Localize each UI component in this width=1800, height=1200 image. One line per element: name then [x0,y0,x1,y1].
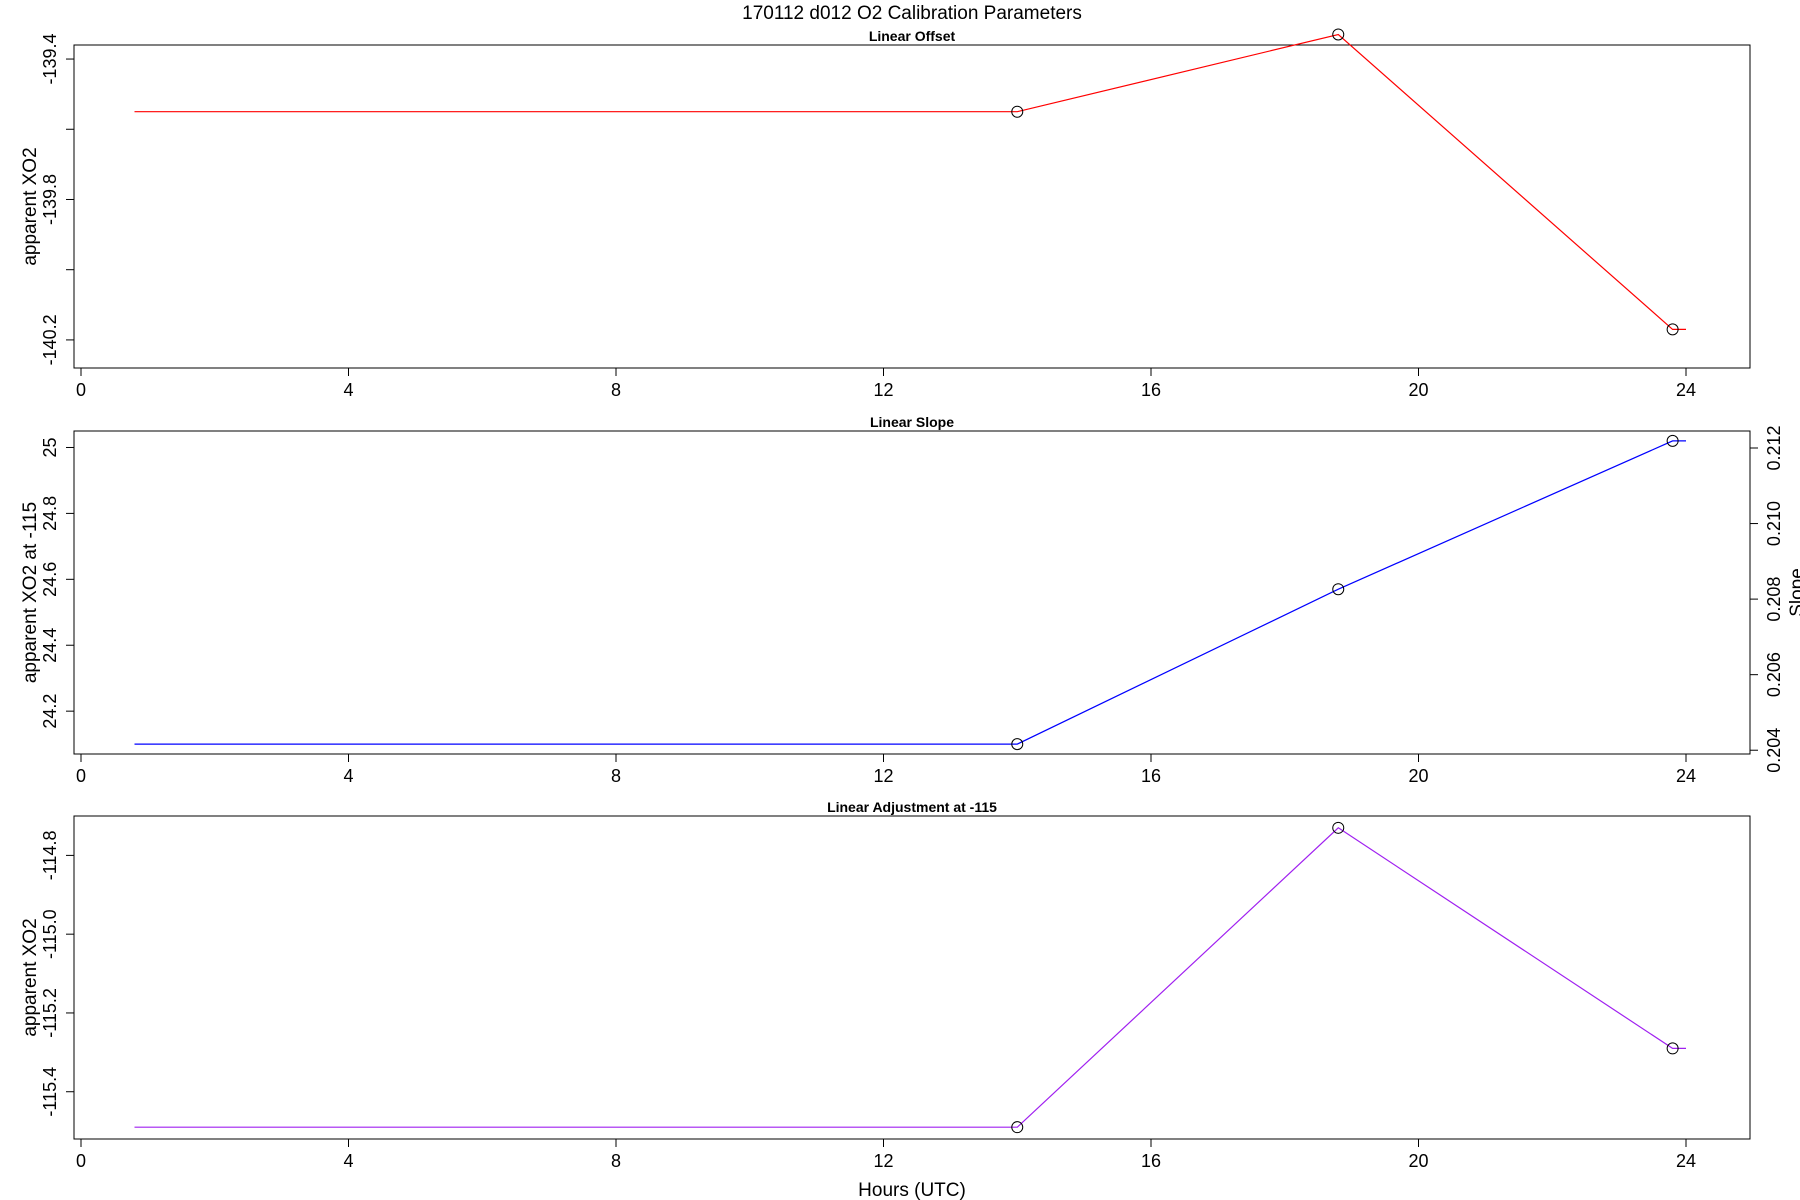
x-tick-label: 24 [1676,1151,1696,1171]
x-tick-label: 4 [343,766,353,786]
data-point [1666,434,1679,447]
x-tick-label: 16 [1141,766,1161,786]
y-tick-label: -140.2 [40,314,60,365]
panel-title: Linear Adjustment at -115 [827,799,997,815]
y2-tick-label: 0.206 [1764,652,1784,697]
y-tick-label: 24.2 [40,694,60,729]
x-axis-label: Hours (UTC) [858,1180,966,1200]
y-tick-label: -139.8 [40,174,60,225]
y-tick-label: 24.8 [40,496,60,531]
x-tick-label: 20 [1408,766,1428,786]
x-tick-label: 12 [873,766,893,786]
data-point [1332,821,1345,834]
x-tick-label: 16 [1141,1151,1161,1171]
x-tick-label: 0 [76,766,86,786]
data-point [1332,583,1345,596]
y-tick-label: -115.4 [40,1067,60,1117]
figure-title: 170112 d012 O2 Calibration Parameters [742,3,1082,24]
y2-tick-label: 0.204 [1764,728,1784,773]
x-tick-label: 4 [343,380,353,400]
y-tick-label: -114.8 [40,831,60,881]
y-axis-label: apparent XO2 at -115 [20,502,41,683]
x-tick-label: 8 [611,1151,621,1171]
y-axis-label: apparent XO2 [20,918,41,1036]
plot-frame [73,430,1751,755]
panel-title: Linear Offset [869,28,956,44]
data-point [1666,323,1679,336]
y-tick-label: 24.6 [40,562,60,597]
panel-3: Linear Adjustment at -115 0 4 8 12 16 20 24 -114… [20,799,1751,1171]
x-tick-label: 12 [873,380,893,400]
data-point [1666,1042,1679,1055]
panel-2: Linear Slope 0 4 8 12 16 20 24 24.2 24.4 24.6 24.8 2… [20,414,1800,786]
x-tick-label: 12 [873,1151,893,1171]
series-line [134,440,1686,745]
y-tick-label: 25 [40,437,60,457]
y2-tick-label: 0.212 [1764,425,1784,470]
plot-frame [73,815,1751,1140]
y2-axis-label: Slope [1787,568,1800,617]
y-tick-label: -139.4 [40,34,60,85]
y2-tick-label: 0.208 [1764,577,1784,622]
data-point [1011,105,1024,118]
data-point [1332,28,1345,41]
data-point [1011,738,1024,751]
panel-1: Linear Offset 0 4 8 12 16 20 24 -139.4 -139.8 -140… [20,28,1751,400]
series-line [134,33,1686,330]
y-tick-label: 24.4 [40,628,60,663]
y-tick-label: -115.2 [40,988,60,1038]
plot-frame [73,44,1751,369]
series-line [134,827,1686,1128]
y-axis-label: apparent XO2 [20,147,41,265]
y-tick-label: -115.0 [40,909,60,959]
data-point [1011,1121,1024,1134]
x-tick-label: 4 [343,1151,353,1171]
x-tick-label: 8 [611,766,621,786]
y2-tick-label: 0.210 [1764,501,1784,546]
x-tick-label: 0 [76,380,86,400]
panels: Linear Offset 0 4 8 12 16 20 24 -139.4 -139.8 -140… [20,28,1800,1171]
x-tick-label: 0 [76,1151,86,1171]
x-tick-label: 24 [1676,766,1696,786]
x-tick-label: 24 [1676,380,1696,400]
x-tick-label: 20 [1408,380,1428,400]
panel-title: Linear Slope [870,414,954,430]
x-tick-label: 20 [1408,1151,1428,1171]
x-tick-label: 8 [611,380,621,400]
x-tick-label: 16 [1141,380,1161,400]
